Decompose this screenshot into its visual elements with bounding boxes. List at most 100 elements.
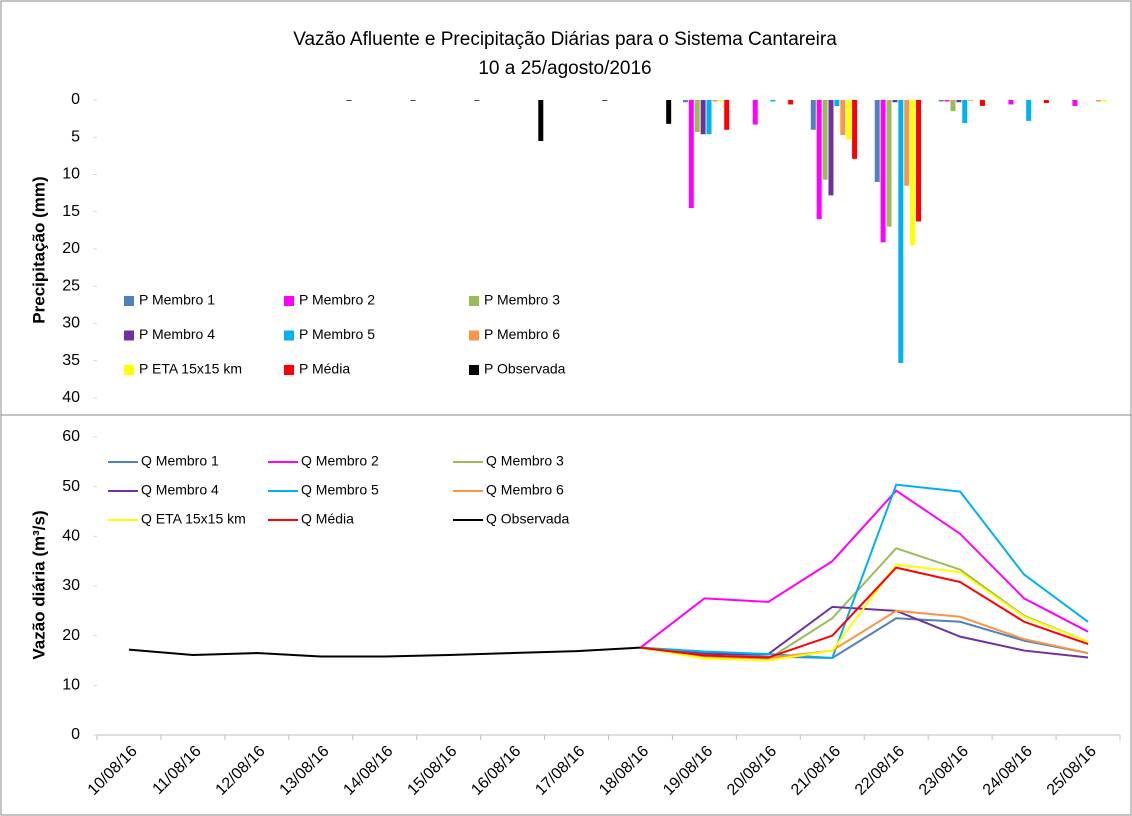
line [640,563,1089,662]
y-tick-label: 20 [62,627,80,644]
legend-label: Q Membro 4 [141,482,219,498]
bar [712,100,718,102]
y-tick-label: 35 [62,352,80,369]
legend-label: Q Membro 2 [301,453,379,469]
bar [846,100,852,140]
line [128,646,641,658]
legend-label: P Membro 5 [299,326,375,342]
bar [880,100,886,243]
y-tick-label: 20 [62,240,80,257]
y-tick-label: 0 [71,726,80,743]
bar [1096,100,1102,102]
chart-title: Vazão Afluente e Precipitação Diárias pa… [293,29,837,50]
legend-label: P Membro 4 [139,326,215,342]
bar [979,100,985,106]
bar [944,100,950,102]
legend-box [112,283,590,387]
legend-label: P Membro 3 [484,292,560,308]
legend-swatch [124,296,134,306]
y-axis-title: Precipitação (mm) [29,176,48,323]
bar [706,100,712,135]
bar [538,100,544,141]
bar [874,100,880,182]
bar [1101,100,1107,102]
bar [828,100,834,196]
bar [474,100,480,101]
legend-label: Q Membro 5 [301,482,379,498]
chart-subtitle: 10 a 25/agosto/2016 [478,58,651,79]
y-axis-title: Vazão diária (m³/s) [29,510,48,659]
legend-swatch [124,365,134,375]
legend-label: P Membro 1 [139,292,215,308]
legend-label: P ETA 15x15 km [139,361,242,377]
bar [666,100,672,124]
bar [346,100,352,101]
line [640,483,1089,660]
y-tick-label: 30 [62,577,80,594]
y-tick-label: 60 [62,428,80,445]
legend-swatch [284,296,294,306]
bar [886,100,892,227]
bar [956,100,962,103]
legend-swatch [469,365,479,375]
bar [602,100,608,101]
legend-swatch [284,365,294,375]
y-tick-label: 15 [62,203,80,220]
legend-label: Q Membro 6 [486,482,564,498]
bar [410,100,416,101]
legend-swatch [469,296,479,306]
bar [962,100,968,124]
legend-label: Q Média [301,511,354,527]
y-tick-label: 50 [62,478,80,495]
y-tick-label: 25 [62,277,80,294]
bar [904,100,910,186]
bar [1008,100,1014,105]
bar [898,100,904,363]
y-tick-label: 40 [62,528,80,545]
bar [1072,100,1078,106]
bar [910,100,916,246]
bar [816,100,822,220]
bar [682,100,688,103]
bar [892,100,898,103]
bar [752,100,758,125]
legend-label: Q Membro 3 [486,453,564,469]
bar [916,100,922,222]
legend-label: Q Membro 1 [141,453,219,469]
bar [950,100,956,112]
legend-swatch [284,330,294,341]
bar [810,100,816,130]
y-tick-label: 10 [62,166,80,183]
y-tick-label: 40 [62,389,80,406]
legend-label: P Membro 2 [299,292,375,308]
bar [694,100,700,133]
bar [788,100,794,105]
legend-label: Q Observada [486,511,569,527]
bar [822,100,828,180]
legend-label: P Membro 6 [484,326,560,342]
legend-label: P Média [299,361,350,377]
legend-swatch [124,330,134,341]
bar [718,100,724,102]
bar [840,100,846,136]
bar [968,100,974,101]
bar [700,100,706,135]
y-tick-label: 0 [71,91,80,108]
bar [1026,100,1032,121]
line [639,489,1089,649]
bar [834,100,840,106]
bar [1043,100,1049,103]
bar [688,100,694,209]
bar [724,100,730,130]
y-tick-label: 5 [71,128,80,145]
y-tick-label: 30 [62,315,80,332]
legend-label: P Observada [484,361,566,377]
bar [852,100,858,159]
bar [938,100,944,102]
legend-label: Q ETA 15x15 km [141,511,246,527]
legend-swatch [469,330,479,341]
y-tick-label: 10 [62,677,80,694]
bar [770,100,776,102]
